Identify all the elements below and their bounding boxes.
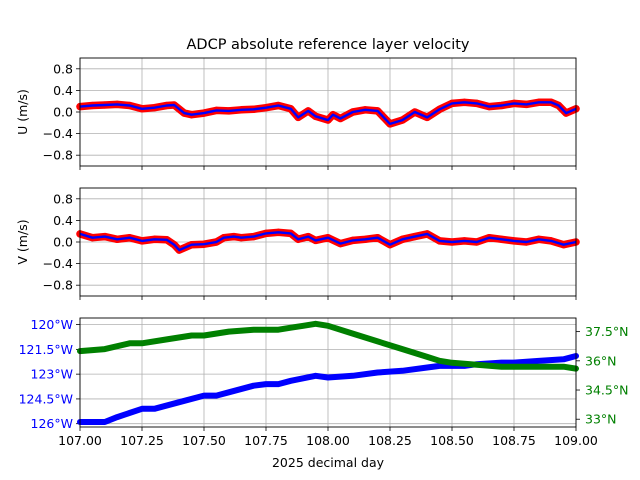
panel-middle: −0.8 −0.4 0.0 0.4 0.8 V (m/s): [15, 187, 580, 300]
x-tick-label: 109.00: [554, 433, 598, 448]
panels: −0.8 −0.4 0.0 0.4 0.8 U (m/s) −0.8 −0.4 0.0 0.4 0.…: [15, 57, 629, 470]
axes-frame: [79, 187, 577, 297]
latitude-line: [77, 320, 579, 372]
y-tick-label: 0.8: [53, 61, 73, 76]
x-tick-label: 107.50: [182, 433, 226, 448]
axes-frame: [79, 317, 577, 428]
chart-title: ADCP absolute reference layer velocity: [186, 37, 469, 53]
left-y-tick-label: 123°W: [31, 367, 73, 382]
x-tick-label: 107.75: [244, 433, 288, 448]
y-tick-label: 0.8: [53, 191, 73, 206]
x-tick-label: 107.25: [120, 433, 164, 448]
y-tick-label: 0.0: [53, 105, 73, 120]
y-tick-label: −0.4: [43, 126, 73, 141]
y-tick-label: −0.8: [43, 278, 73, 293]
series-line: [79, 101, 577, 126]
right-y-tick-label: 37.5°N: [585, 324, 628, 339]
panel-bottom: 126°W 124.5°W 123°W 121.5°W 120°W 33°N 34.5°N 3…: [19, 317, 629, 470]
x-tick-label: 108.25: [368, 433, 412, 448]
y-tick-label: 0.4: [53, 83, 73, 98]
y-tick-label: 0.0: [53, 235, 73, 250]
left-y-tick-label: 126°W: [31, 416, 73, 431]
right-y-tick-label: 34.5°N: [585, 383, 628, 398]
right-y-tick-label: 36°N: [585, 353, 617, 368]
panel-top: −0.8 −0.4 0.0 0.4 0.8 U (m/s): [15, 57, 580, 170]
left-y-tick-label: 120°W: [31, 317, 73, 332]
x-tick-label: 108.50: [430, 433, 474, 448]
y-axis-label: U (m/s): [15, 89, 30, 135]
x-axis-label: 2025 decimal day: [272, 455, 385, 470]
y-tick-label: 0.4: [53, 213, 73, 228]
y-tick-label: −0.4: [43, 256, 73, 271]
y-tick-label: −0.8: [43, 148, 73, 163]
x-tick-label: 107.00: [58, 433, 102, 448]
y-axis-label: V (m/s): [15, 219, 30, 264]
series-line: [79, 231, 577, 252]
left-y-tick-label: 124.5°W: [19, 391, 73, 406]
x-tick-label: 108.75: [492, 433, 536, 448]
right-y-tick-label: 33°N: [585, 412, 617, 427]
x-tick-label: 108.00: [306, 433, 350, 448]
axes-frame: [79, 57, 577, 167]
left-y-tick-label: 121.5°W: [19, 342, 73, 357]
